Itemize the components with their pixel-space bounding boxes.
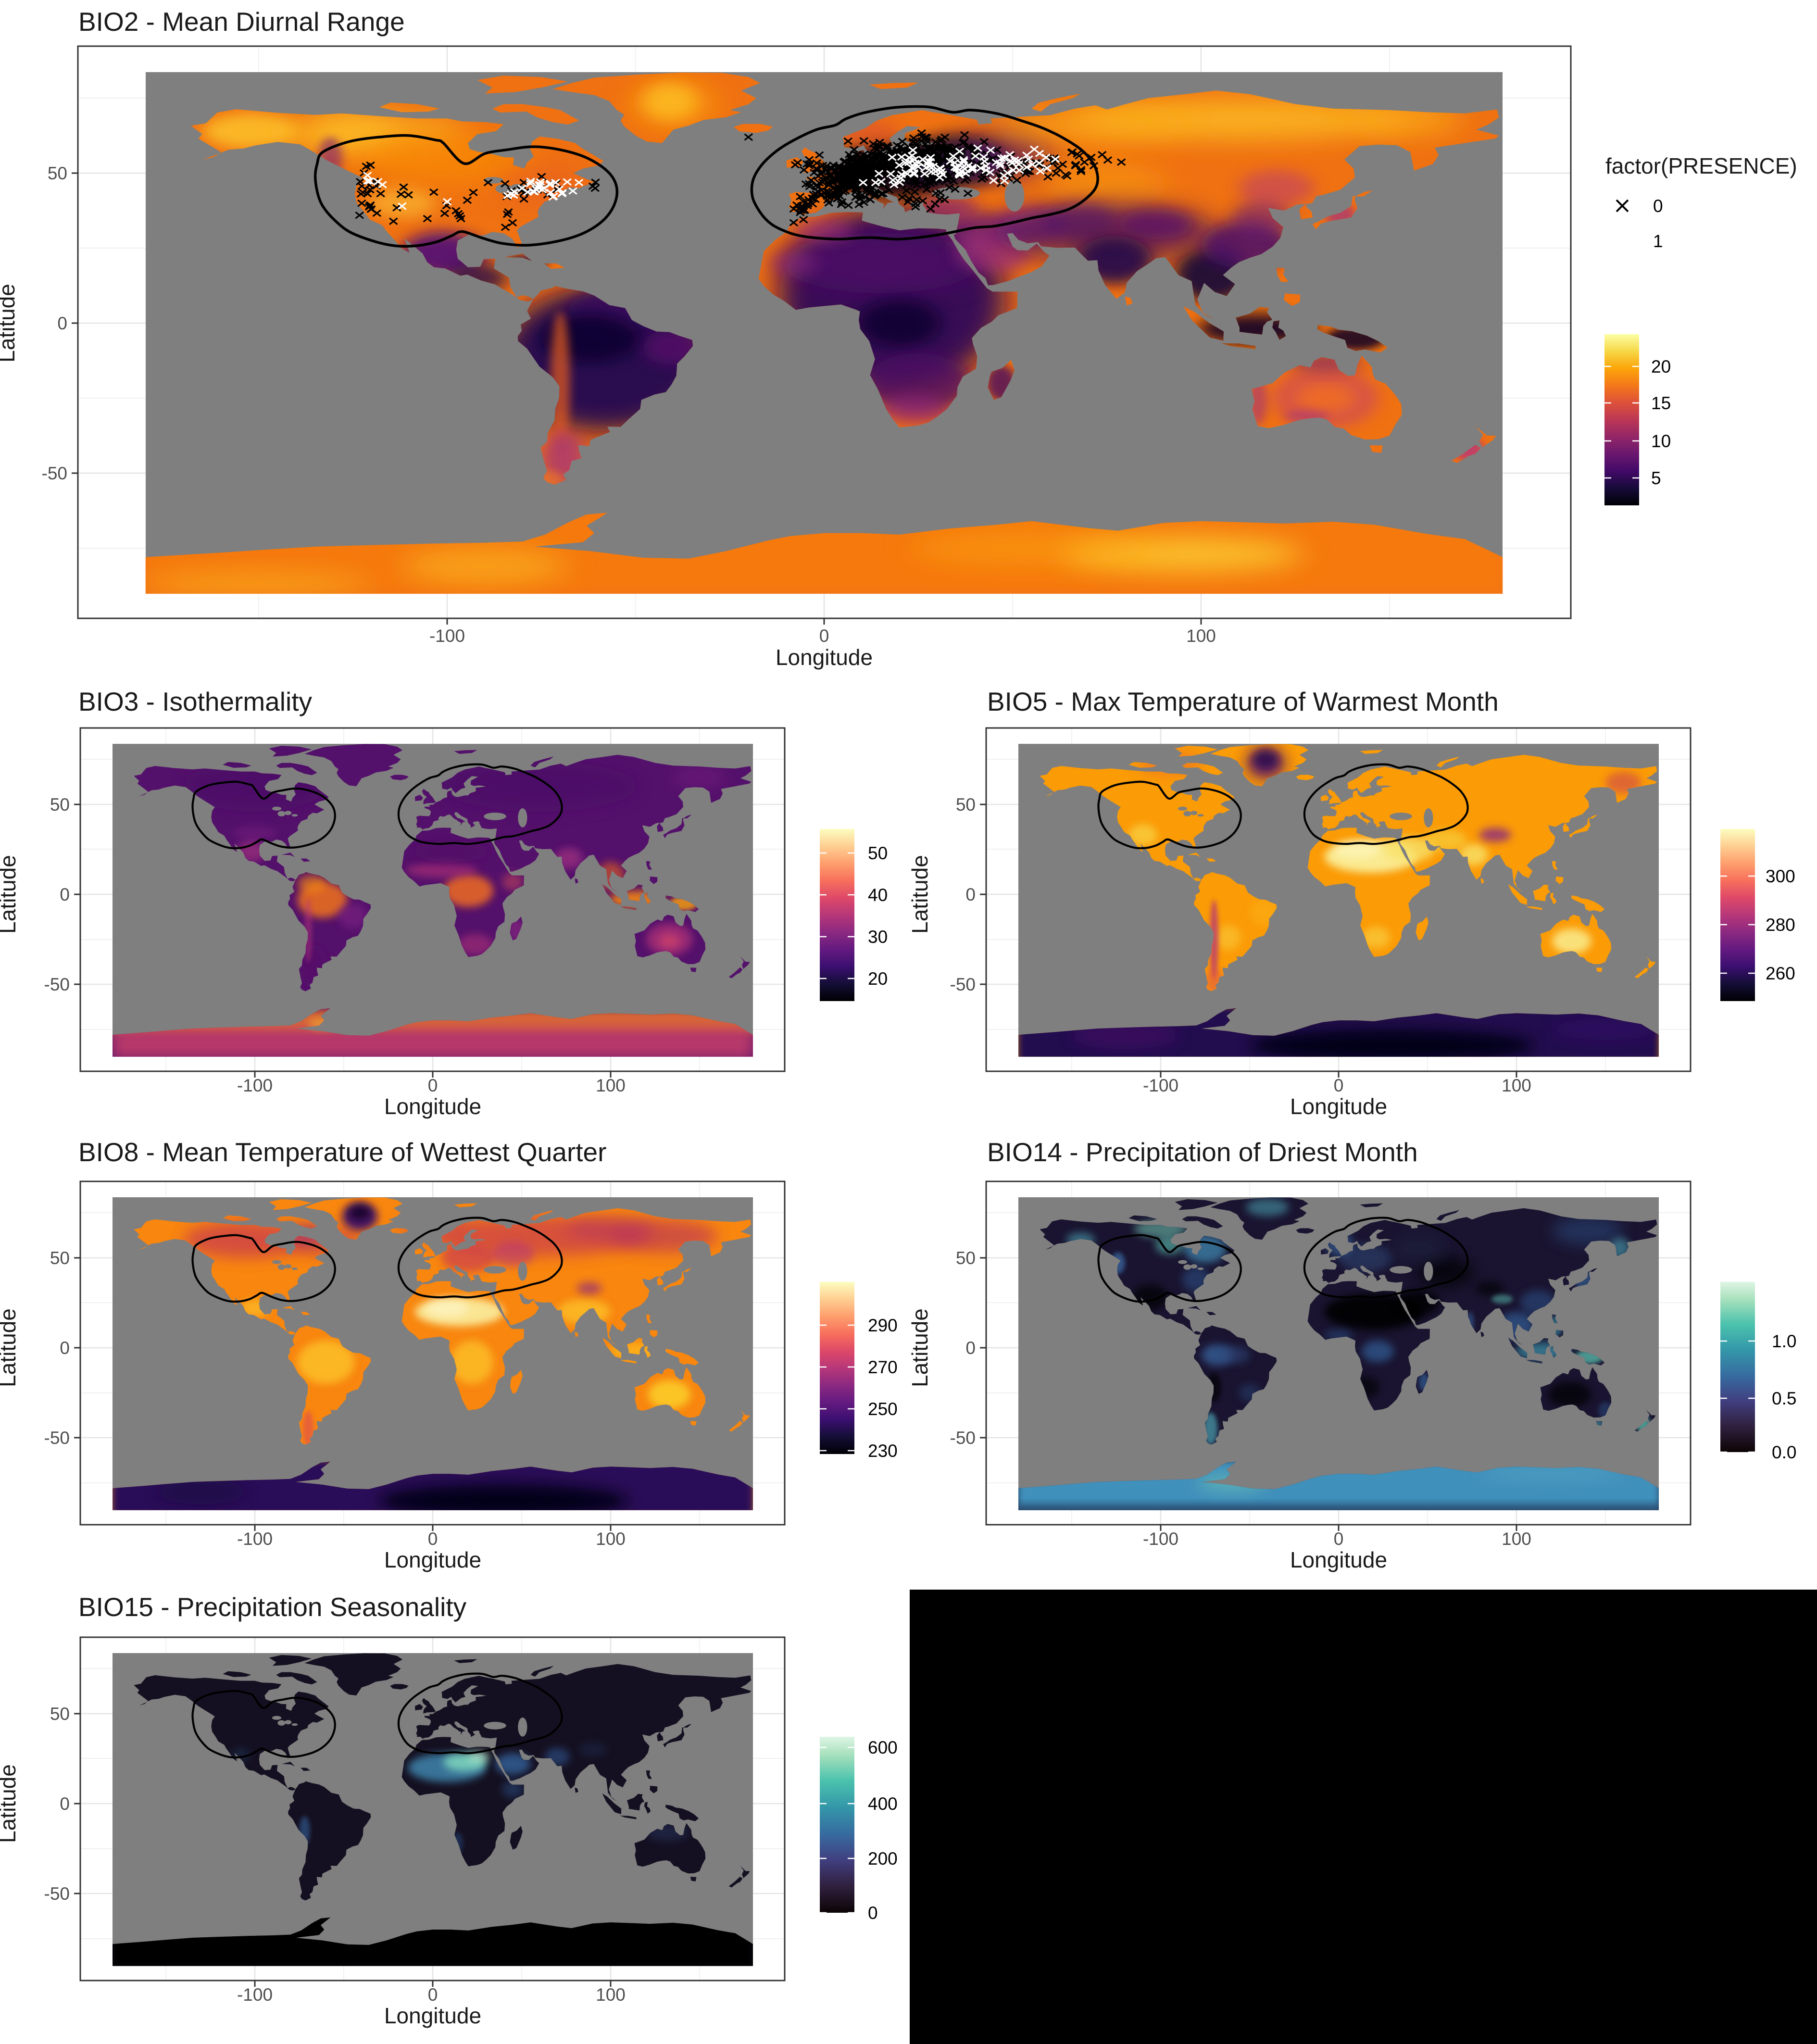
svg-text:BIO2 - Mean Diurnal Range: BIO2 - Mean Diurnal Range [78, 7, 405, 37]
svg-text:250: 250 [868, 1399, 898, 1419]
svg-text:0: 0 [428, 1529, 438, 1549]
svg-text:BIO3 - Isothermality: BIO3 - Isothermality [78, 687, 312, 716]
svg-text:Latitude: Latitude [0, 855, 20, 934]
svg-text:100: 100 [1186, 626, 1216, 646]
svg-text:280: 280 [1766, 915, 1795, 935]
svg-text:-50: -50 [42, 464, 67, 483]
svg-text:100: 100 [596, 1529, 626, 1549]
svg-text:-50: -50 [950, 975, 976, 994]
svg-text:0: 0 [1653, 196, 1663, 216]
svg-text:Longitude: Longitude [384, 1547, 481, 1572]
svg-text:10: 10 [1651, 431, 1671, 451]
svg-text:Latitude: Latitude [907, 1308, 932, 1387]
svg-text:15: 15 [1651, 393, 1671, 413]
svg-text:-100: -100 [429, 626, 465, 646]
svg-text:0: 0 [428, 1985, 438, 2005]
svg-text:BIO8 - Mean Temperature of Wet: BIO8 - Mean Temperature of Wettest Quart… [78, 1137, 606, 1167]
svg-text:260: 260 [1766, 964, 1795, 983]
svg-text:Longitude: Longitude [776, 645, 873, 670]
svg-text:0: 0 [57, 313, 67, 333]
svg-text:5: 5 [1651, 468, 1661, 488]
svg-text:-100: -100 [1143, 1529, 1178, 1549]
svg-text:BIO14 - Precipitation of Dries: BIO14 - Precipitation of Driest Month [987, 1137, 1418, 1167]
svg-text:270: 270 [868, 1357, 898, 1377]
svg-text:-100: -100 [237, 1529, 273, 1549]
svg-text:100: 100 [596, 1076, 626, 1095]
svg-text:Latitude: Latitude [907, 855, 932, 934]
svg-text:-100: -100 [237, 1076, 273, 1095]
svg-text:50: 50 [956, 1248, 976, 1268]
svg-text:200: 200 [868, 1849, 898, 1868]
svg-text:100: 100 [1502, 1529, 1531, 1549]
svg-text:Latitude: Latitude [0, 1308, 20, 1387]
svg-text:factor(PRESENCE): factor(PRESENCE) [1605, 153, 1797, 178]
svg-text:50: 50 [50, 1704, 70, 1724]
svg-text:50: 50 [50, 795, 70, 815]
svg-text:50: 50 [48, 163, 67, 183]
svg-text:1.0: 1.0 [1772, 1331, 1796, 1351]
svg-text:BIO15 - Precipitation Seasonal: BIO15 - Precipitation Seasonality [78, 1592, 467, 1622]
svg-text:0: 0 [60, 1794, 70, 1814]
svg-text:-50: -50 [44, 1428, 70, 1448]
svg-text:20: 20 [1651, 357, 1671, 376]
svg-text:0: 0 [60, 885, 70, 904]
svg-text:0: 0 [965, 885, 976, 904]
svg-text:Longitude: Longitude [384, 1094, 481, 1119]
svg-text:0: 0 [428, 1076, 438, 1095]
svg-text:Latitude: Latitude [0, 284, 19, 363]
svg-text:0: 0 [868, 1903, 878, 1923]
svg-text:290: 290 [868, 1316, 898, 1335]
svg-text:0: 0 [1334, 1076, 1344, 1095]
svg-text:50: 50 [956, 795, 976, 815]
svg-text:0: 0 [1334, 1529, 1344, 1549]
svg-text:400: 400 [868, 1794, 898, 1814]
svg-text:Longitude: Longitude [1290, 1094, 1387, 1119]
svg-text:-100: -100 [237, 1985, 273, 2005]
svg-text:0: 0 [60, 1338, 70, 1358]
svg-text:0: 0 [819, 626, 829, 646]
svg-text:0.5: 0.5 [1772, 1389, 1796, 1408]
svg-text:50: 50 [50, 1248, 70, 1268]
svg-text:100: 100 [1502, 1076, 1531, 1095]
svg-text:0: 0 [965, 1338, 976, 1358]
svg-text:-100: -100 [1143, 1076, 1178, 1095]
svg-text:1: 1 [1653, 231, 1663, 251]
svg-text:Latitude: Latitude [0, 1764, 20, 1843]
svg-text:230: 230 [868, 1441, 898, 1461]
svg-text:-50: -50 [44, 1884, 70, 1904]
svg-text:300: 300 [1766, 866, 1795, 886]
svg-text:50: 50 [868, 843, 888, 863]
svg-text:Longitude: Longitude [384, 2003, 481, 2028]
svg-text:-50: -50 [950, 1428, 976, 1448]
svg-text:-50: -50 [44, 975, 70, 994]
svg-text:20: 20 [868, 969, 888, 989]
svg-text:BIO5 - Max Temperature of Warm: BIO5 - Max Temperature of Warmest Month [987, 687, 1499, 716]
svg-text:100: 100 [596, 1985, 626, 2005]
svg-text:30: 30 [868, 927, 888, 947]
svg-text:40: 40 [868, 885, 888, 905]
svg-text:600: 600 [868, 1738, 898, 1757]
svg-text:Longitude: Longitude [1290, 1547, 1387, 1572]
svg-text:0.0: 0.0 [1772, 1442, 1796, 1462]
